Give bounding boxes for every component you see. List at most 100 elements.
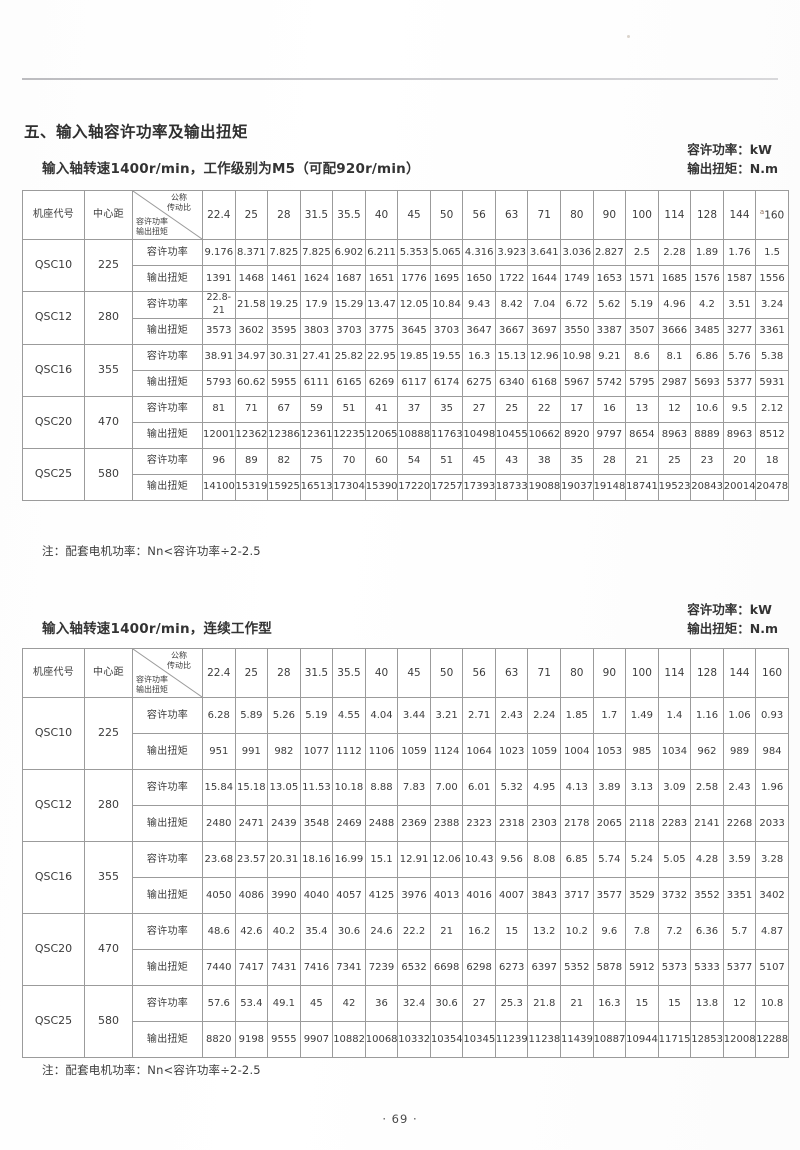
table-2-units: 容许功率：kW 输出扭矩：N.m: [687, 600, 778, 639]
ratio2-col-16: 144: [722, 648, 757, 698]
cell-torque-9: 18733: [494, 473, 529, 501]
header-model: 机座代号: [22, 190, 85, 240]
ratio-superscript-mark: a: [759, 208, 765, 217]
cell-power-14: 15: [657, 985, 692, 1022]
table-2-body: QSC10 225 容许功率 6.28 5.89 5.26 5.19 4.55 4.04 3.44…: [22, 697, 789, 1058]
cell-torque-6: 2369: [397, 805, 431, 842]
ratio2-col-9: 63: [494, 648, 529, 698]
cell-torque-6: 6117: [397, 369, 431, 397]
cell-power-15: 1.89: [690, 239, 724, 266]
cell-power-5: 15.1: [364, 841, 399, 878]
cell-torque-8: 17393: [462, 473, 496, 501]
cell-power-13: 13: [625, 395, 659, 423]
row-label-power: 容许功率: [132, 841, 203, 878]
cell-torque-13: 1571: [625, 265, 659, 292]
header-center-distance-2: 中心距: [84, 648, 133, 698]
cell-power-1: 71: [234, 395, 269, 423]
cell-torque-16: 3277: [722, 317, 757, 345]
cell-power-13: 5.24: [625, 841, 659, 878]
cell-power-8: 27: [462, 985, 496, 1022]
cell-center-distance: 355: [84, 343, 133, 397]
cell-torque-15: 3552: [690, 877, 724, 914]
cell-torque-17: 5107: [755, 949, 789, 986]
cell-torque-5: 1651: [364, 265, 399, 292]
cell-model: QSC10: [22, 239, 85, 292]
cell-power-7: 3.21: [429, 697, 464, 734]
cell-torque-5: 15390: [364, 473, 399, 501]
cell-torque-6: 17220: [397, 473, 431, 501]
ratio2-col-15: 128: [690, 648, 724, 698]
cell-torque-12: 10887: [592, 1021, 627, 1058]
unit-power-label-2: 容许功率：kW: [687, 602, 772, 617]
cell-torque-9: 2318: [494, 805, 529, 842]
row-label-power: 容许功率: [132, 697, 203, 734]
cell-power-15: 13.8: [690, 985, 724, 1022]
ratio-col-2: 28: [267, 190, 301, 240]
cell-torque-8: 1064: [462, 733, 496, 770]
cell-power-11: 1.85: [560, 697, 594, 734]
cell-power-0: 15.84: [202, 769, 236, 806]
cell-power-4: 6.902: [332, 239, 366, 266]
cell-torque-10: 19088: [527, 473, 562, 501]
cell-power-8: 27: [462, 395, 496, 423]
cell-torque-4: 2469: [332, 805, 366, 842]
ratio2-col-0: 22.4: [202, 648, 236, 698]
cell-torque-1: 3602: [234, 317, 269, 345]
ratio2-col-14: 114: [657, 648, 692, 698]
cell-torque-6: 10888: [397, 421, 431, 449]
cell-center-distance: 470: [84, 395, 133, 449]
cell-power-5: 24.6: [364, 913, 399, 950]
ratio-col-7: 50: [429, 190, 464, 240]
cell-power-5: 6.211: [364, 239, 399, 266]
cell-power-0: 57.6: [202, 985, 236, 1022]
cell-power-14: 7.2: [657, 913, 692, 950]
cell-torque-13: 985: [625, 733, 659, 770]
cell-torque-17: 20478: [755, 473, 789, 501]
table-row: 输出扭矩 12001 12362 12386 12361 12235 12065 10888 1…: [23, 421, 789, 449]
cell-model: QSC25: [22, 447, 85, 501]
cell-torque-6: 1776: [397, 265, 431, 292]
ratio-col-17: a160: [755, 190, 789, 240]
cell-torque-14: 1685: [657, 265, 692, 292]
table-row: QSC16 355 容许功率 23.68 23.57 20.31 18.16 16.99 15.…: [22, 841, 789, 914]
cell-power-11: 4.13: [560, 769, 594, 806]
cell-power-2: 40.2: [267, 913, 301, 950]
cell-torque-15: 5693: [690, 369, 724, 397]
header-model-2: 机座代号: [22, 648, 85, 698]
cell-torque-2: 3595: [267, 317, 301, 345]
cell-torque-17: 8512: [755, 421, 789, 449]
cell-torque-15: 962: [690, 733, 724, 770]
cell-power-13: 2.5: [625, 239, 659, 266]
cell-model: QSC16: [22, 841, 85, 914]
cell-torque-12: 1653: [592, 265, 627, 292]
cell-power-9: 3.923: [494, 239, 529, 266]
cell-torque-2: 12386: [267, 421, 301, 449]
cell-torque-5: 1106: [364, 733, 399, 770]
cell-power-6: 32.4: [397, 985, 431, 1022]
cell-torque-1: 60.62: [234, 369, 269, 397]
table-row: QSC16 355 容许功率 38.91 34.97 30.31 27.41 25.82 22.…: [22, 343, 789, 397]
cell-torque-1: 2471: [234, 805, 269, 842]
cell-power-14: 3.09: [657, 769, 692, 806]
cell-power-3: 11.53: [299, 769, 334, 806]
cell-power-15: 2.58: [690, 769, 724, 806]
cell-torque-7: 10354: [429, 1021, 464, 1058]
cell-power-8: 2.71: [462, 697, 496, 734]
cell-power-5: 22.95: [364, 343, 399, 371]
cell-torque-16: 8963: [722, 421, 757, 449]
cell-torque-11: 3550: [560, 317, 594, 345]
cell-torque-8: 4016: [462, 877, 496, 914]
cell-power-12: 16.3: [592, 985, 627, 1022]
cell-power-13: 8.6: [625, 343, 659, 371]
cell-torque-13: 5795: [625, 369, 659, 397]
cell-power-8: 4.316: [462, 239, 496, 266]
cell-torque-8: 3647: [462, 317, 496, 345]
cell-power-16: 2.43: [722, 769, 757, 806]
cell-power-3: 5.19: [299, 697, 334, 734]
cell-torque-11: 5967: [560, 369, 594, 397]
cell-power-3: 7.825: [299, 239, 334, 266]
row-label-torque: 输出扭矩: [132, 369, 203, 397]
cell-power-9: 25: [494, 395, 529, 423]
cell-torque-8: 1650: [462, 265, 496, 292]
section-title: 五、输入轴容许功率及输出扭矩: [24, 123, 249, 141]
